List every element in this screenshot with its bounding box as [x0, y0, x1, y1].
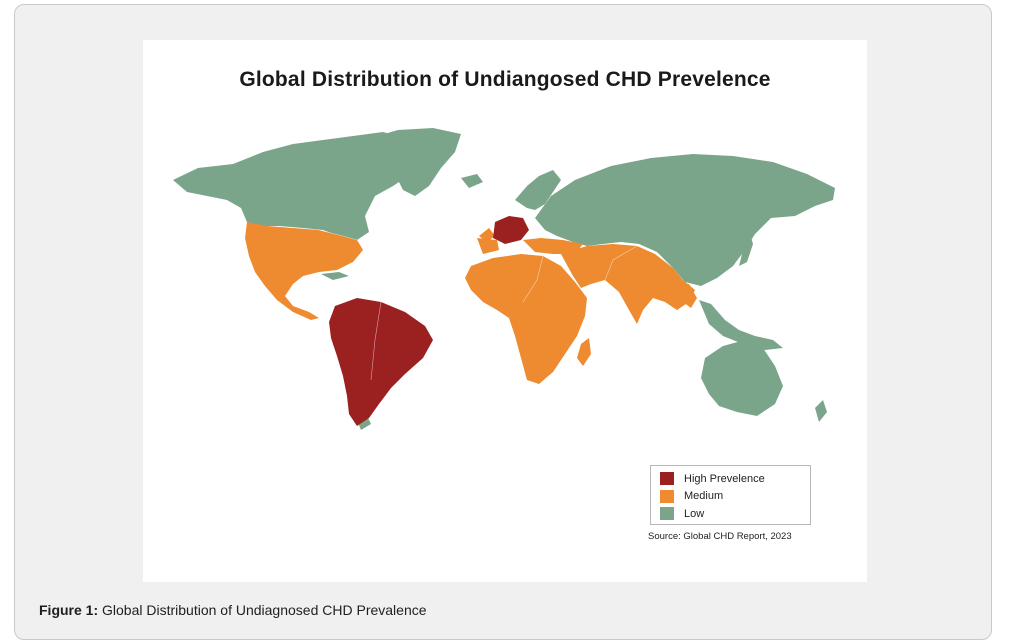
region-caribbean	[321, 272, 349, 280]
region-madagascar	[577, 338, 591, 366]
region-central-europe	[493, 216, 529, 244]
map-legend: High Prevelence Medium Low	[650, 465, 811, 525]
region-middle-east-south-asia	[561, 244, 695, 324]
region-indochina	[677, 284, 697, 308]
region-se-asia	[699, 300, 783, 350]
legend-swatch-medium	[660, 489, 674, 503]
caption-text: Global Distribution of Undiagnosed CHD P…	[98, 602, 427, 618]
region-japan	[739, 230, 753, 266]
region-eurasia	[535, 154, 835, 286]
figure-card: Global Distribution of Undiangosed CHD P…	[14, 4, 992, 640]
region-balkans-turkey	[523, 238, 583, 254]
region-greenland	[371, 128, 461, 196]
region-scandinavia	[515, 170, 561, 210]
region-australia	[701, 340, 783, 416]
legend-swatch-low	[660, 507, 674, 521]
legend-label-low: Low	[684, 507, 705, 520]
region-europe-periphery	[479, 228, 495, 242]
legend-swatch-high	[660, 472, 674, 486]
region-south-america	[329, 298, 433, 426]
world-map	[173, 128, 835, 430]
region-north-america-north	[173, 132, 415, 240]
legend-item-medium: Medium	[660, 488, 810, 506]
map-figure: Global Distribution of Undiangosed CHD P…	[143, 40, 867, 582]
region-usa-mexico	[245, 222, 363, 320]
region-iberia	[477, 238, 499, 254]
map-source: Source: Global CHD Report, 2023	[648, 531, 792, 542]
legend-label-high: High Prevelence	[684, 472, 765, 485]
legend-item-high: High Prevelence	[660, 470, 810, 488]
region-new-zealand	[815, 400, 827, 422]
legend-item-low: Low	[660, 505, 810, 523]
region-iceland	[461, 174, 483, 188]
map-title: Global Distribution of Undiangosed CHD P…	[239, 68, 771, 91]
region-africa	[465, 254, 587, 384]
caption-label: Figure 1:	[39, 602, 99, 618]
legend-label-medium: Medium	[684, 490, 724, 503]
figure-caption: Figure 1: Global Distribution of Undiagn…	[39, 602, 427, 618]
